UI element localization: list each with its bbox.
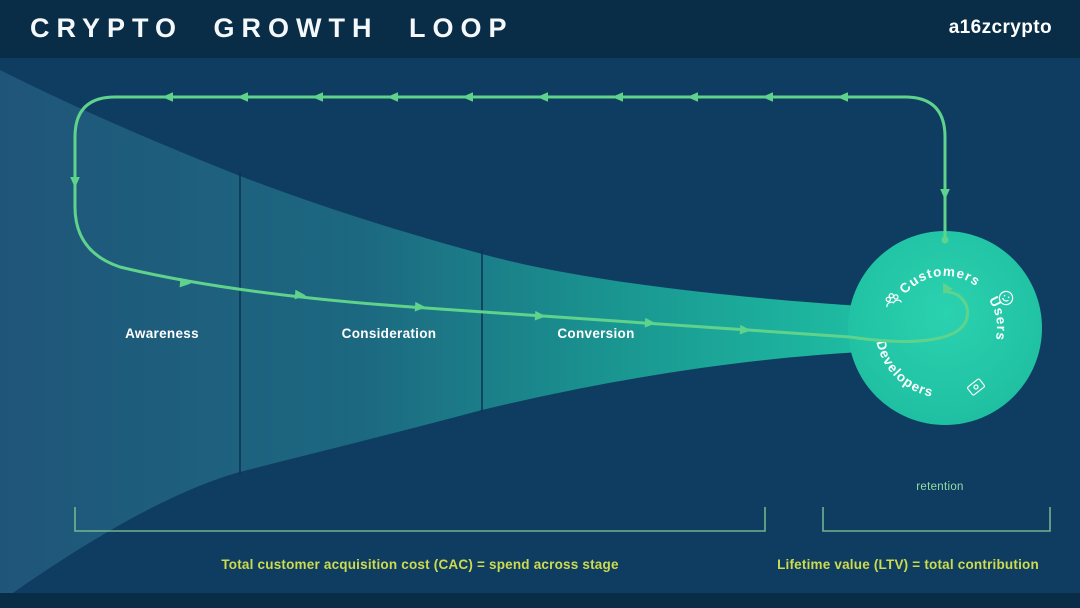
- cac-label: Total customer acquisition cost (CAC) = …: [221, 557, 619, 572]
- ltv-label: Lifetime value (LTV) = total contributio…: [777, 557, 1039, 572]
- cac-bracket: [74, 507, 766, 532]
- stage-label-awareness: Awareness: [125, 326, 199, 341]
- stage-label-conversion: Conversion: [557, 326, 635, 341]
- growth-loop-path: [73, 95, 970, 343]
- retention-label: retention: [916, 481, 964, 493]
- ltv-bracket: [822, 507, 1051, 532]
- loop-arrowheads: [70, 92, 953, 335]
- retention-circle: [848, 231, 1042, 425]
- footer-band: [0, 593, 1080, 608]
- user-smiley-icon: [998, 290, 1014, 306]
- loop-start-dot: [941, 236, 949, 244]
- money-icon: [967, 378, 985, 396]
- header-bar: [0, 0, 1080, 58]
- funnel-shape: [0, 70, 862, 602]
- brand-logo: a16zcrypto: [948, 17, 1052, 38]
- page-title: CRYPTO GROWTH LOOP: [30, 13, 514, 43]
- stage-label-consideration: Consideration: [341, 326, 437, 341]
- customers-group-icon: [885, 293, 902, 308]
